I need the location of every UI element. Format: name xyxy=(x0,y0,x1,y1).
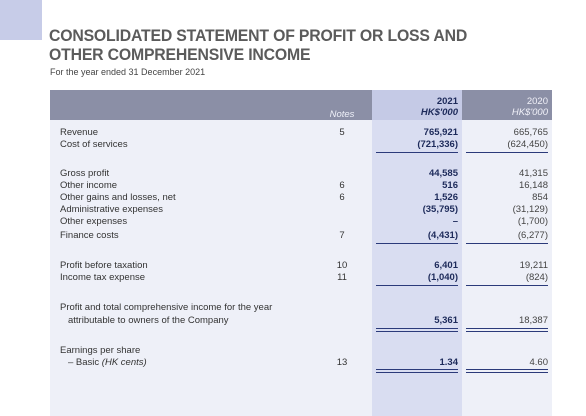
table-header-band xyxy=(50,90,552,120)
table-row: attributable to owners of the Company 5,… xyxy=(50,315,552,326)
total-double-rule xyxy=(376,369,458,370)
total-double-rule xyxy=(466,369,548,370)
table-row: Profit before taxation 10 6,401 19,211 xyxy=(50,260,552,271)
page-title: CONSOLIDATED STATEMENT OF PROFIT OR LOSS… xyxy=(49,26,467,64)
header-2020-unit: HK$'000 xyxy=(511,107,548,118)
period-subtitle: For the year ended 31 December 2021 xyxy=(50,67,206,77)
total-double-rule xyxy=(466,328,548,329)
header-2020-year: 2020 xyxy=(526,96,548,107)
row-note: 6 xyxy=(339,180,345,191)
row-note: 7 xyxy=(339,230,345,241)
row-value-2021: 1,526 xyxy=(434,192,458,203)
header-2021-unit: HK$'000 xyxy=(420,107,458,118)
subtotal-rule xyxy=(376,243,458,244)
total-double-rule xyxy=(466,372,548,373)
row-value-2021: 6,401 xyxy=(434,260,458,271)
row-value-2020: 854 xyxy=(532,192,548,203)
total-double-rule xyxy=(376,372,458,373)
row-label: Finance costs xyxy=(60,230,119,241)
row-value-2021: 5,361 xyxy=(434,315,458,326)
row-label: Profit before taxation xyxy=(60,260,148,271)
row-value-2020: 665,765 xyxy=(513,127,548,138)
subtotal-rule xyxy=(466,243,548,244)
column-2021-shade xyxy=(372,90,462,416)
row-value-2020: 18,387 xyxy=(518,315,548,326)
row-value-2020: (624,450) xyxy=(507,139,548,150)
header-2020: 2020 HK$'000 xyxy=(462,96,548,118)
row-value-2020: 16,148 xyxy=(518,180,548,191)
header-2021-year: 2021 xyxy=(436,96,458,107)
table-row: Gross profit 44,585 41,315 xyxy=(50,168,552,179)
row-value-2020: 4.60 xyxy=(529,357,549,368)
total-double-rule xyxy=(466,331,548,332)
row-label: Other gains and losses, net xyxy=(60,192,176,203)
table-row: Finance costs 7 (4,431) (6,277) xyxy=(50,230,552,241)
row-note: 11 xyxy=(337,272,347,283)
subtotal-rule xyxy=(376,152,458,153)
row-value-2020: (824) xyxy=(525,272,548,283)
row-label: Income tax expense xyxy=(60,272,146,283)
corner-decoration xyxy=(0,0,42,40)
subtotal-rule xyxy=(466,285,548,286)
table-row: Cost of services (721,336) (624,450) xyxy=(50,139,552,150)
row-value-2021: (721,336) xyxy=(417,139,458,150)
row-label: Administrative expenses xyxy=(60,204,163,215)
table-row: Earnings per share xyxy=(50,345,552,356)
table-row: Other gains and losses, net 6 1,526 854 xyxy=(50,192,552,203)
header-notes: Notes xyxy=(329,109,355,120)
row-label: Earnings per share xyxy=(60,345,141,356)
row-value-2020: (31,129) xyxy=(512,204,548,215)
row-note: 6 xyxy=(339,192,345,203)
table-row: – Basic (HK cents) 13 1.34 4.60 xyxy=(50,357,552,368)
row-label: attributable to owners of the Company xyxy=(68,315,229,326)
row-label: Profit and total comprehensive income fo… xyxy=(60,302,273,313)
table-row: Income tax expense 11 (1,040) (824) xyxy=(50,272,552,283)
row-value-2020: (6,277) xyxy=(517,230,548,241)
row-label: Revenue xyxy=(60,127,99,138)
row-label-unit: (HK cents) xyxy=(101,357,147,368)
table-row: Other income 6 516 16,148 xyxy=(50,180,552,191)
row-label: – Basic (HK cents) xyxy=(68,357,147,368)
row-value-2020: (1,700) xyxy=(517,216,548,227)
total-double-rule xyxy=(376,331,458,332)
row-value-2021: (4,431) xyxy=(427,230,458,241)
statement-table: Notes 2021 HK$'000 2020 HK$'000 Revenue … xyxy=(50,90,552,416)
row-value-2021: 1.34 xyxy=(439,357,459,368)
column-2021-header-shade xyxy=(372,90,462,120)
table-row: Other expenses – (1,700) xyxy=(50,216,552,227)
subtotal-rule xyxy=(376,285,458,286)
row-label: Cost of services xyxy=(60,139,128,150)
header-2021: 2021 HK$'000 xyxy=(372,96,458,118)
row-value-2021: (35,795) xyxy=(422,204,458,215)
row-label: Other expenses xyxy=(60,216,128,227)
row-note: 13 xyxy=(336,357,348,368)
table-row: Revenue 5 765,921 665,765 xyxy=(50,127,552,138)
row-value-2021: (1,040) xyxy=(427,272,458,283)
row-label: Other income xyxy=(60,180,118,191)
title-line-2: OTHER COMPREHENSIVE INCOME xyxy=(49,45,311,64)
table-row: Administrative expenses (35,795) (31,129… xyxy=(50,204,552,215)
row-value-2021: – xyxy=(452,216,458,227)
subtotal-rule xyxy=(466,152,548,153)
row-label-text: – Basic xyxy=(68,357,100,368)
row-value-2020: 19,211 xyxy=(519,260,548,271)
row-note: 5 xyxy=(339,127,345,138)
total-double-rule xyxy=(376,328,458,329)
row-value-2021: 516 xyxy=(442,180,458,191)
row-label: Gross profit xyxy=(60,168,110,179)
row-note: 10 xyxy=(336,260,348,271)
row-value-2021: 44,585 xyxy=(428,168,458,179)
table-row: Profit and total comprehensive income fo… xyxy=(50,302,552,313)
row-value-2021: 765,921 xyxy=(423,127,458,138)
title-line-1: CONSOLIDATED STATEMENT OF PROFIT OR LOSS… xyxy=(49,26,468,45)
row-value-2020: 41,315 xyxy=(518,168,548,179)
